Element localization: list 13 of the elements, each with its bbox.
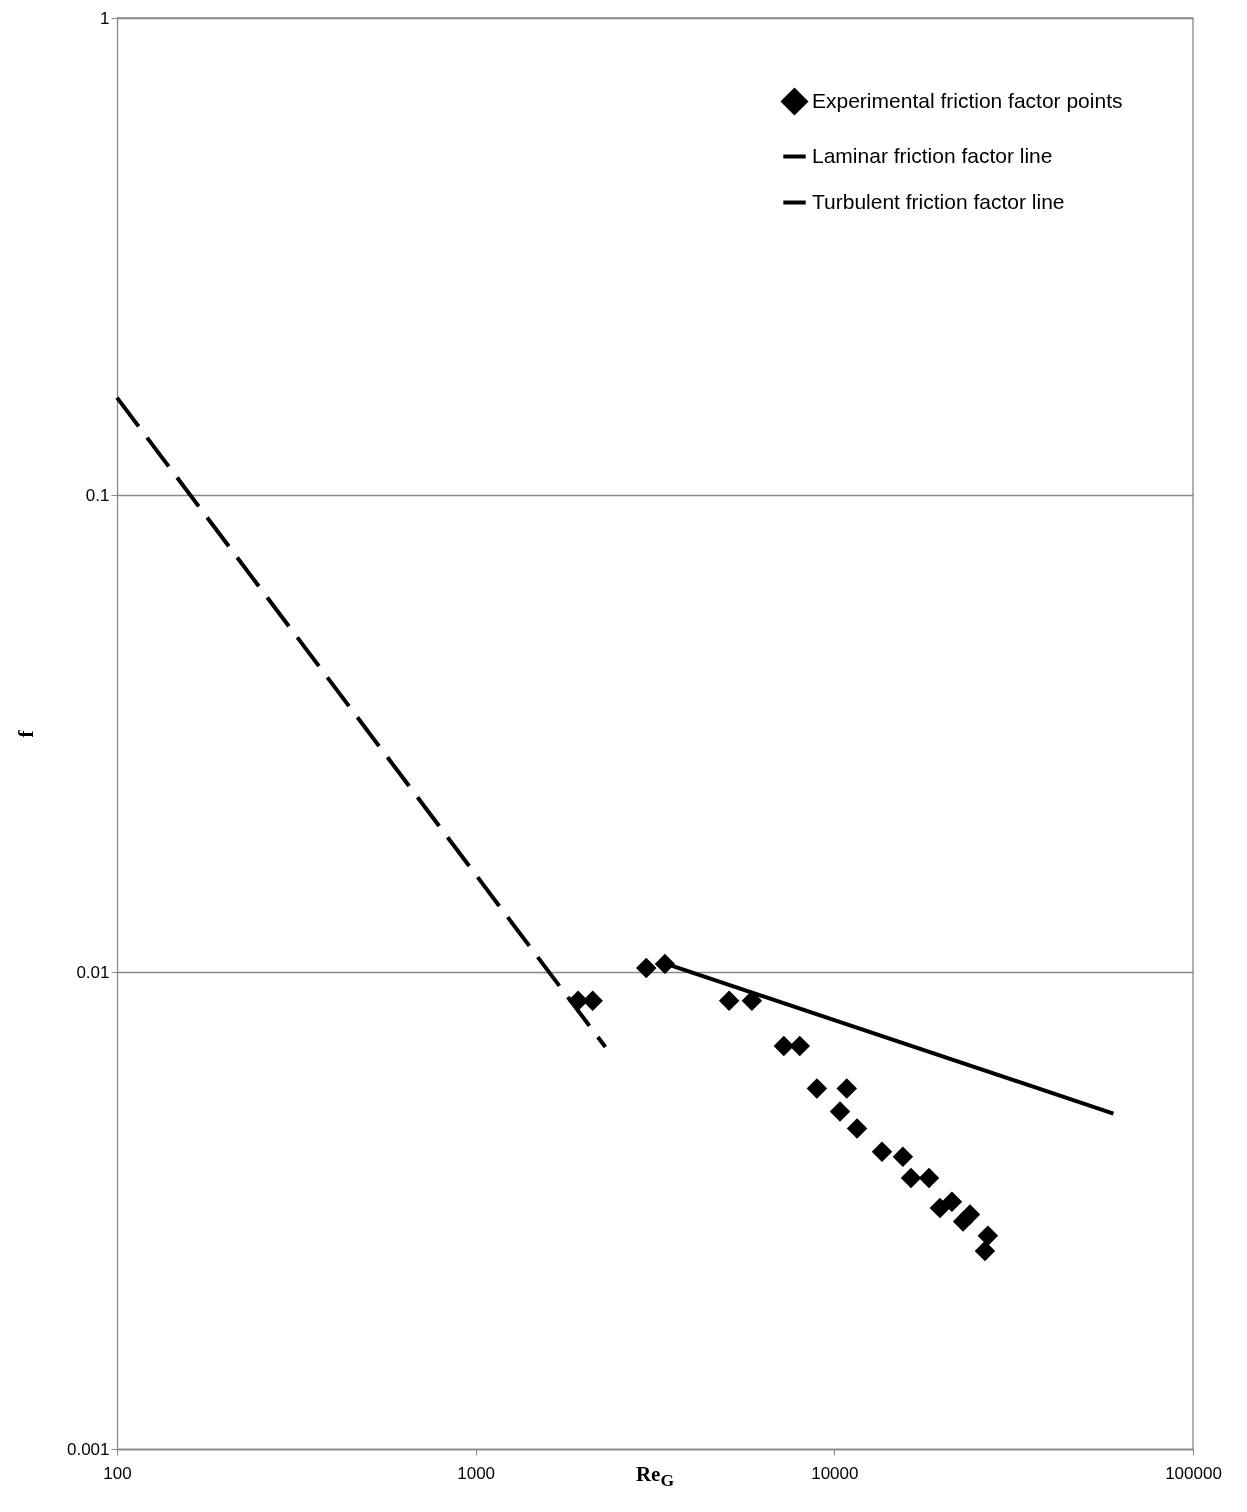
y-tick-label: 1 xyxy=(100,8,110,28)
x-axis-title: Re$_{G}$ xyxy=(635,1462,675,1491)
x-tick-label: 100 xyxy=(103,1463,132,1483)
y-tick-label: 0.001 xyxy=(66,1439,110,1459)
x-tick-label: 1000 xyxy=(457,1463,496,1483)
y-tick-label: 0.1 xyxy=(85,485,110,505)
legend-label: Experimental friction factor points xyxy=(812,88,1123,112)
x-tick-label: 10000 xyxy=(811,1463,859,1483)
x-tick-label: 100000 xyxy=(1165,1463,1222,1483)
y-tick-label: 0.01 xyxy=(76,962,110,982)
legend-label: Laminar friction factor line xyxy=(812,143,1053,167)
y-axis-title: f xyxy=(13,729,38,738)
legend-label: Turbulent friction factor line xyxy=(812,189,1065,213)
